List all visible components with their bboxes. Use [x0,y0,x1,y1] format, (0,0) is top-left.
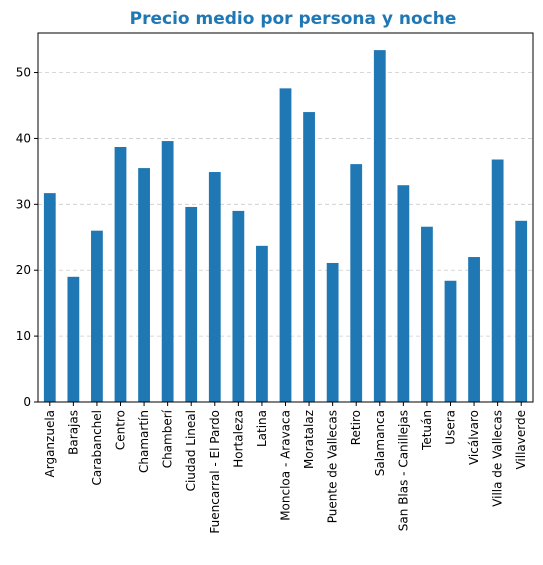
bars-layer [44,50,527,402]
x-tick-label: Chamberí [161,409,175,468]
x-tick-label: Ciudad Lineal [184,410,198,491]
x-tick-label: Arganzuela [43,410,57,477]
x-tick-label: Moratalaz [302,410,316,469]
x-tick-label: Tetuán [420,410,434,451]
bar-villa-de-vallecas [492,160,504,402]
y-tick-label: 30 [16,197,31,211]
bar-moncloa-aravaca [280,88,292,402]
bar-ciudad-lineal [185,207,197,402]
x-tick-label: San Blas - Canillejas [396,410,410,531]
x-tick-label: Latina [255,410,269,447]
x-tick-label: Barajas [66,410,80,455]
x-tick-label: Vicálvaro [467,410,481,465]
x-tick-label: Villaverde [514,410,528,470]
x-tick-label: Usera [444,410,458,445]
bar-moratalaz [303,112,315,402]
bar-villaverde [515,221,527,402]
bar-chamart-n [138,168,150,402]
bar-centro [115,147,127,402]
x-axis-ticks: Arganzuela Barajas Carabanchel Centro Chamar… [43,402,528,534]
x-tick-label: Centro [114,410,128,450]
x-tick-label: Salamanca [373,410,387,476]
bar-san-blas-canillejas [397,185,409,402]
y-tick-label: 0 [23,395,31,409]
bar-puente-de-vallecas [327,263,339,402]
chart-title: Precio medio por persona y noche [130,9,457,29]
bar-chamber- [162,141,174,402]
bar-vic-lvaro [468,257,480,402]
x-tick-label: Carabanchel [90,410,104,486]
bar-salamanca [374,50,386,402]
y-axis-ticks: 0 10 20 30 40 50 [16,66,38,409]
y-tick-label: 50 [16,66,31,80]
x-tick-label: Chamartín [137,410,151,473]
x-tick-label: Fuencarral - El Pardo [208,410,222,534]
y-tick-label: 10 [16,329,31,343]
x-tick-label: Puente de Vallecas [326,410,340,523]
x-tick-label: Moncloa - Aravaca [279,410,293,521]
bar-retiro [350,164,362,402]
bar-carabanchel [91,231,103,402]
bar-latina [256,246,268,402]
bar-fuencarral-el-pardo [209,172,221,402]
y-tick-label: 20 [16,263,31,277]
bar-tetu-n [421,227,433,402]
y-tick-label: 40 [16,131,31,145]
bar-hortaleza [232,211,244,402]
x-tick-label: Hortaleza [231,410,245,468]
bar-arganzuela [44,193,56,402]
x-tick-label: Retiro [349,410,363,445]
x-tick-label: Villa de Vallecas [491,410,505,507]
bar-usera [445,281,457,402]
bar-barajas [67,277,79,402]
